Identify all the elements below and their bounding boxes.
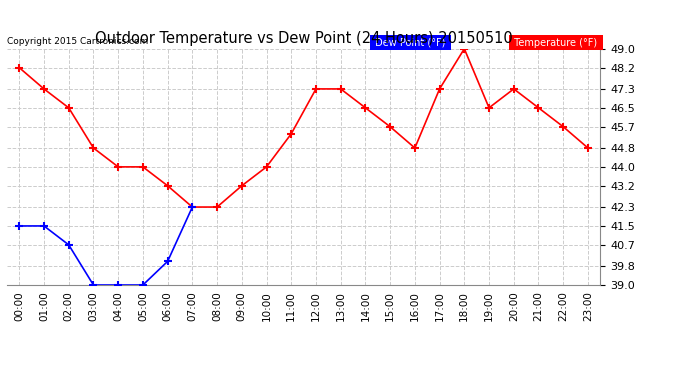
Title: Outdoor Temperature vs Dew Point (24 Hours) 20150510: Outdoor Temperature vs Dew Point (24 Hou… (95, 31, 513, 46)
Text: Copyright 2015 Cartronics.com: Copyright 2015 Cartronics.com (7, 38, 148, 46)
Text: Temperature (°F): Temperature (°F) (511, 38, 600, 48)
Text: Dew Point (°F): Dew Point (°F) (373, 38, 449, 48)
